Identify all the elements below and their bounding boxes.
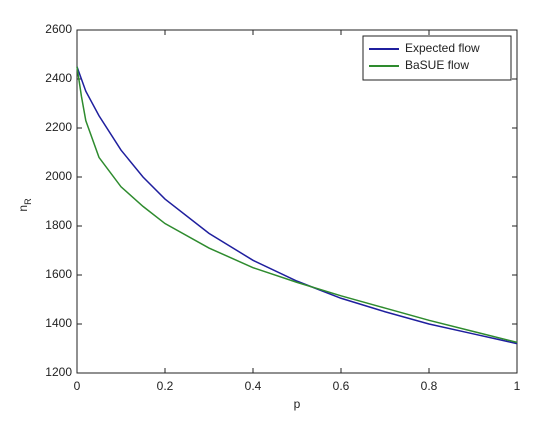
legend-label: Expected flow — [405, 41, 480, 55]
x-tick-label: 1 — [514, 379, 521, 393]
y-label-subscript: R — [23, 198, 33, 205]
x-tick-label: 0.4 — [245, 379, 262, 393]
plot-frame — [76, 29, 518, 374]
x-tick-label: 0.6 — [333, 379, 350, 393]
y-tick-label: 2000 — [45, 169, 72, 183]
legend-label: BaSUE flow — [405, 58, 469, 72]
y-tick-label: 2400 — [45, 71, 72, 85]
y-axis-label: nR — [16, 198, 33, 212]
legend-box — [362, 35, 512, 81]
x-tick-label: 0.2 — [157, 379, 174, 393]
y-label-main: n — [16, 205, 30, 212]
y-tick-label: 1400 — [45, 316, 72, 330]
series-line — [76, 66, 518, 344]
series-line — [76, 66, 518, 345]
y-tick-label: 1600 — [45, 267, 72, 281]
x-axis-label: p — [294, 397, 301, 411]
y-tick-label: 2600 — [45, 22, 72, 36]
x-tick-label: 0.8 — [421, 379, 438, 393]
y-tick-label: 2200 — [45, 120, 72, 134]
x-tick-label: 0 — [74, 379, 81, 393]
y-tick-label: 1800 — [45, 218, 72, 232]
y-tick-label: 1200 — [45, 365, 72, 379]
